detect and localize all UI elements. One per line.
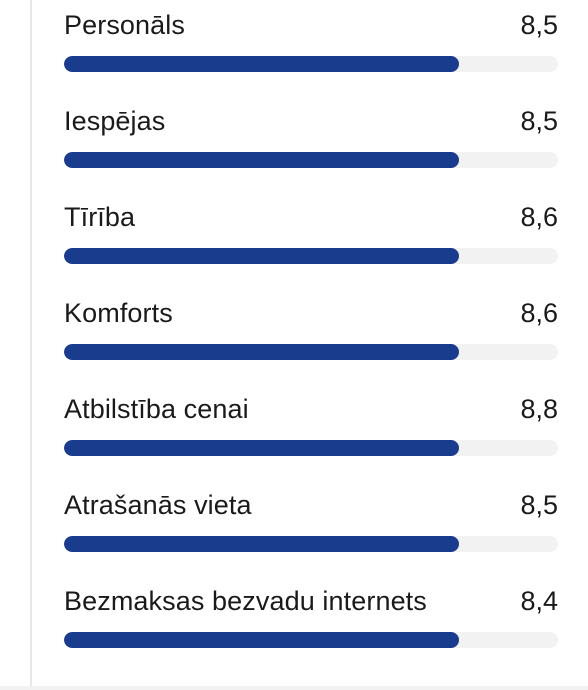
rating-bar-track — [64, 632, 558, 648]
rating-bar-fill — [64, 440, 460, 456]
rating-row-atbilstiba-cenai: Atbilstība cenai 8,8 — [64, 394, 558, 490]
rating-score: 8,6 — [520, 202, 558, 232]
rating-label: Atrašanās vieta — [64, 490, 252, 520]
rating-row-komforts: Komforts 8,6 — [64, 298, 558, 394]
rating-row-personals: Personāls 8,5 — [64, 10, 558, 106]
rating-row-tiriba: Tīrība 8,6 — [64, 202, 558, 298]
rating-row-iespejas: Iespējas 8,5 — [64, 106, 558, 202]
rating-label: Personāls — [64, 10, 185, 40]
rating-bar-track — [64, 152, 558, 168]
rating-bar-track — [64, 344, 558, 360]
rating-bar-track — [64, 248, 558, 264]
rating-bar-track — [64, 536, 558, 552]
left-divider — [30, 0, 32, 690]
rating-score: 8,5 — [520, 106, 558, 136]
rating-label: Iespējas — [64, 106, 166, 136]
rating-bar-fill — [64, 152, 460, 168]
rating-label: Tīrība — [64, 202, 136, 232]
bottom-edge — [0, 686, 588, 690]
rating-row-bezmaksas-internets: Bezmaksas bezvadu internets 8,4 — [64, 586, 558, 682]
rating-score: 8,6 — [520, 298, 558, 328]
rating-label: Atbilstība cenai — [64, 394, 249, 424]
rating-row-atrasanas-vieta: Atrašanās vieta 8,5 — [64, 490, 558, 586]
rating-score: 8,5 — [520, 490, 558, 520]
rating-label: Komforts — [64, 298, 173, 328]
rating-bar-fill — [64, 56, 460, 72]
rating-bar-fill — [64, 344, 460, 360]
rating-bar-fill — [64, 536, 460, 552]
rating-label: Bezmaksas bezvadu internets — [64, 586, 427, 616]
rating-bar-track — [64, 56, 558, 72]
rating-bar-track — [64, 440, 558, 456]
rating-bar-fill — [64, 248, 460, 264]
rating-bar-fill — [64, 632, 460, 648]
ratings-list: Personāls 8,5 Iespējas 8,5 Tīrība 8,6 — [64, 10, 558, 682]
rating-score: 8,8 — [520, 394, 558, 424]
rating-score: 8,5 — [520, 10, 558, 40]
rating-score: 8,4 — [520, 586, 558, 616]
